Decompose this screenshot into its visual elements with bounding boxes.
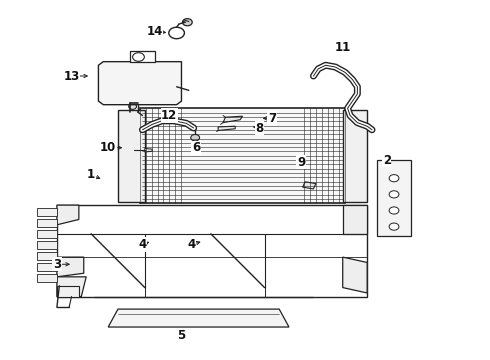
Polygon shape <box>343 257 367 293</box>
Circle shape <box>129 104 137 109</box>
Text: 9: 9 <box>297 156 305 168</box>
Bar <box>130 51 155 62</box>
Polygon shape <box>303 182 316 189</box>
Bar <box>377 160 411 235</box>
Circle shape <box>389 207 399 214</box>
Text: 5: 5 <box>177 329 186 342</box>
Polygon shape <box>57 277 86 297</box>
Polygon shape <box>108 309 289 327</box>
Polygon shape <box>218 126 235 131</box>
Bar <box>57 205 367 297</box>
Text: 8: 8 <box>255 122 264 135</box>
Text: 7: 7 <box>268 112 276 125</box>
Bar <box>343 110 367 202</box>
Circle shape <box>133 53 145 61</box>
Text: 4: 4 <box>187 238 196 251</box>
Polygon shape <box>37 252 57 260</box>
Circle shape <box>389 175 399 182</box>
Polygon shape <box>37 230 57 238</box>
Circle shape <box>389 223 399 230</box>
Polygon shape <box>37 263 57 271</box>
Circle shape <box>169 27 184 39</box>
Text: 14: 14 <box>147 25 163 38</box>
Circle shape <box>191 134 199 141</box>
Text: 4: 4 <box>138 238 147 251</box>
Polygon shape <box>37 219 57 226</box>
Bar <box>118 110 145 202</box>
Polygon shape <box>57 257 84 277</box>
Circle shape <box>389 191 399 198</box>
Text: 1: 1 <box>87 168 95 181</box>
Polygon shape <box>343 205 367 234</box>
Text: 10: 10 <box>100 141 116 154</box>
Polygon shape <box>37 241 57 249</box>
Polygon shape <box>98 62 181 105</box>
Text: 11: 11 <box>335 41 351 54</box>
Polygon shape <box>57 286 79 297</box>
Polygon shape <box>223 116 243 123</box>
Bar <box>140 108 345 203</box>
Text: 12: 12 <box>161 109 177 122</box>
Polygon shape <box>57 205 79 225</box>
Text: 13: 13 <box>63 69 80 82</box>
Circle shape <box>182 19 192 26</box>
Text: 2: 2 <box>383 154 391 167</box>
Text: 6: 6 <box>192 141 200 154</box>
Text: 3: 3 <box>53 258 61 271</box>
Polygon shape <box>145 148 152 152</box>
Polygon shape <box>37 208 57 216</box>
Polygon shape <box>37 274 57 282</box>
